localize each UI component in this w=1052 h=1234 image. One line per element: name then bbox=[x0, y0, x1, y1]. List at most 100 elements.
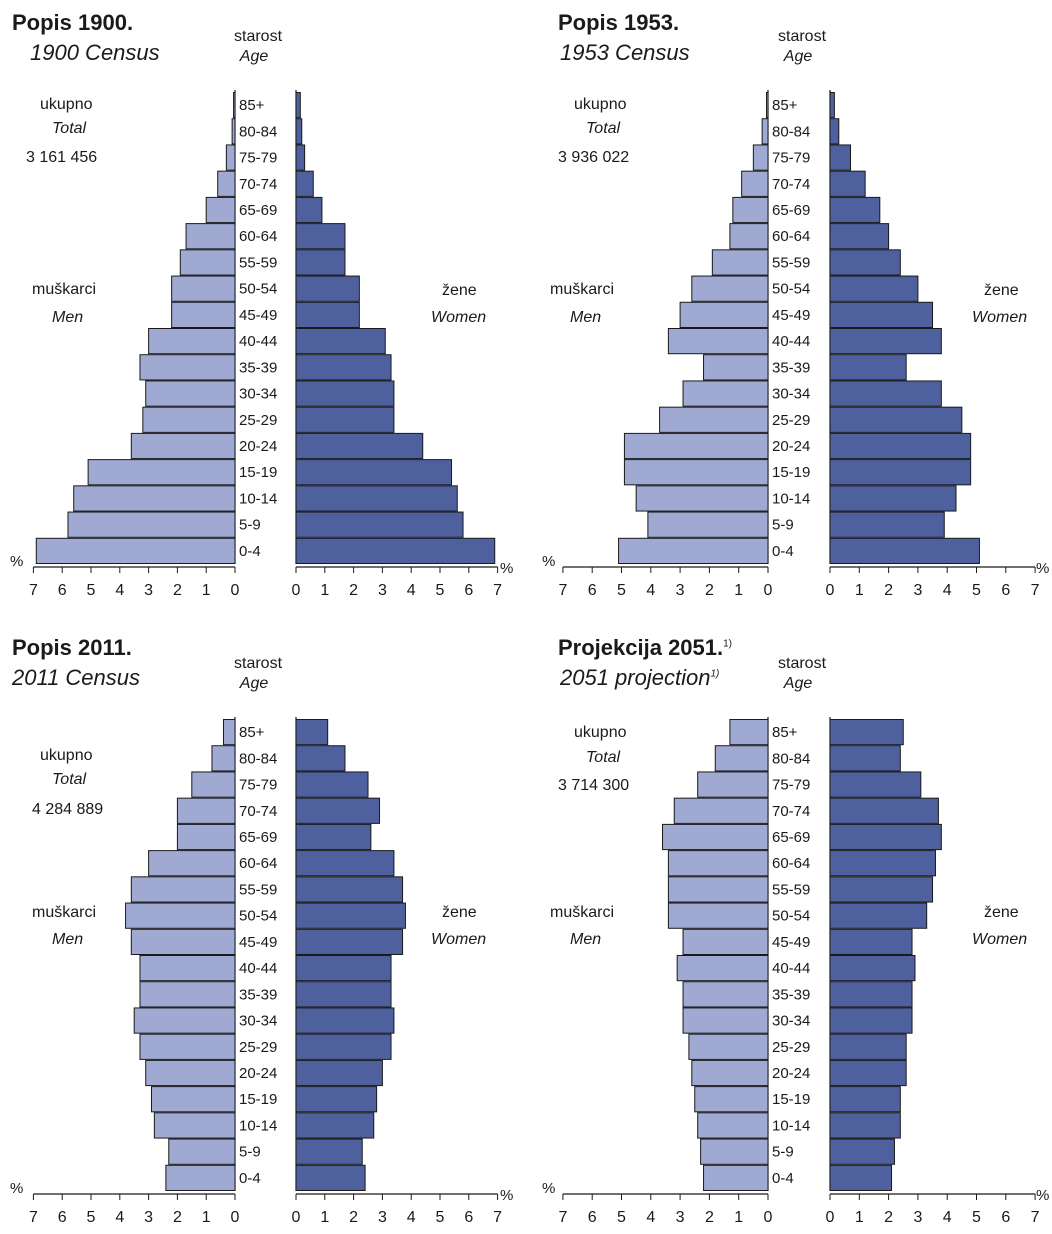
women-bar-75-79 bbox=[295, 144, 306, 171]
men-x-tick-label: 5 bbox=[87, 1209, 96, 1226]
men-x-tick-label: 3 bbox=[144, 582, 153, 599]
men-bar-10-14 bbox=[635, 485, 769, 512]
men-x-tick-label: 1 bbox=[734, 1209, 743, 1226]
age-group-label: 20-24 bbox=[239, 1065, 277, 1082]
men-bar-85+ bbox=[729, 719, 769, 746]
age-group-label: 15-19 bbox=[239, 1091, 277, 1108]
age-group-label: 30-34 bbox=[239, 386, 277, 403]
women-bar-40-44 bbox=[295, 328, 386, 355]
age-group-label: 5-9 bbox=[239, 517, 261, 534]
age-group-label: 40-44 bbox=[772, 333, 810, 350]
total-label-en: Total bbox=[52, 120, 87, 137]
age-group-label: 0-4 bbox=[239, 1170, 261, 1187]
age-group-label: 50-54 bbox=[772, 281, 810, 298]
women-bar-40-44 bbox=[829, 328, 942, 355]
women-bar-45-49 bbox=[295, 301, 360, 328]
age-group-label: 80-84 bbox=[772, 123, 810, 140]
age-group-label: 45-49 bbox=[239, 934, 277, 951]
women-bar-80-84 bbox=[829, 745, 901, 772]
men-bar-70-74 bbox=[217, 170, 236, 197]
women-x-tick-label: 2 bbox=[349, 582, 358, 599]
age-group-label: 75-79 bbox=[239, 777, 277, 794]
women-x-tick-label: 2 bbox=[884, 1209, 893, 1226]
age-group-label: 80-84 bbox=[772, 750, 810, 767]
percent-label-left: % bbox=[542, 553, 555, 570]
men-bar-5-9 bbox=[67, 511, 236, 538]
men-label-en: Men bbox=[570, 309, 602, 326]
women-bar-5-9 bbox=[295, 1138, 363, 1165]
age-group-label: 85+ bbox=[772, 97, 798, 114]
pyramid-panel-1900: Popis 1900. 1900 Census starost Age ukup… bbox=[0, 0, 526, 617]
women-bar-25-29 bbox=[829, 1033, 907, 1060]
women-bar-50-54 bbox=[829, 275, 919, 302]
women-x-tick-label: 1 bbox=[855, 582, 864, 599]
men-bar-45-49 bbox=[130, 928, 236, 955]
men-bar-50-54 bbox=[691, 275, 769, 302]
total-label: ukupno bbox=[574, 724, 627, 741]
men-x-tick-label: 5 bbox=[617, 582, 626, 599]
men-bar-50-54 bbox=[667, 902, 769, 929]
men-x-tick-label: 7 bbox=[29, 1209, 38, 1226]
age-header: starost bbox=[234, 655, 283, 672]
age-group-label: 55-59 bbox=[772, 254, 810, 271]
men-x-tick-label: 2 bbox=[705, 582, 714, 599]
women-bar-45-49 bbox=[295, 928, 404, 955]
age-group-label: 70-74 bbox=[772, 803, 810, 820]
men-x-tick-label: 5 bbox=[87, 582, 96, 599]
men-bar-25-29 bbox=[142, 406, 236, 433]
chart-subtitle: 2011 Census bbox=[12, 665, 141, 690]
age-group-label: 55-59 bbox=[239, 881, 277, 898]
women-x-tick-label: 1 bbox=[320, 1209, 329, 1226]
pyramid-chart-1953: 0-4 5-9 10-14 15-19 20-24 25-29 30-34 35-39 40-4… bbox=[542, 90, 1049, 599]
age-group-label: 75-79 bbox=[772, 777, 810, 794]
women-x-tick-label: 7 bbox=[1031, 1209, 1040, 1226]
men-bar-30-34 bbox=[145, 380, 236, 407]
women-x-tick-label: 0 bbox=[292, 582, 301, 599]
men-bar-85+ bbox=[222, 719, 236, 746]
women-bar-55-59 bbox=[295, 249, 346, 276]
men-bar-15-19 bbox=[150, 1086, 236, 1113]
men-label: muškarci bbox=[550, 281, 615, 298]
men-bar-40-44 bbox=[148, 328, 236, 355]
women-bar-70-74 bbox=[295, 170, 314, 197]
women-bar-25-29 bbox=[295, 1033, 392, 1060]
men-x-tick-label: 6 bbox=[58, 1209, 67, 1226]
women-bar-55-59 bbox=[829, 876, 934, 903]
men-bar-20-24 bbox=[145, 1059, 236, 1087]
age-group-label: 35-39 bbox=[772, 986, 810, 1003]
women-label-en: Women bbox=[972, 309, 1028, 326]
age-group-label: 10-14 bbox=[772, 1117, 810, 1134]
women-x-tick-label: 3 bbox=[913, 1209, 922, 1226]
women-x-tick-label: 1 bbox=[855, 1209, 864, 1226]
men-bar-15-19 bbox=[623, 459, 769, 486]
men-bar-35-39 bbox=[703, 354, 769, 381]
women-x-tick-label: 5 bbox=[436, 582, 445, 599]
men-bar-40-44 bbox=[139, 955, 236, 982]
men-bar-5-9 bbox=[647, 511, 769, 538]
age-group-label: 60-64 bbox=[772, 855, 810, 872]
men-x-tick-label: 0 bbox=[764, 1209, 773, 1226]
women-bar-25-29 bbox=[829, 406, 963, 433]
women-bar-60-64 bbox=[295, 223, 346, 250]
women-bar-70-74 bbox=[829, 170, 866, 197]
age-header-en: Age bbox=[239, 48, 269, 65]
men-x-tick-label: 3 bbox=[676, 582, 685, 599]
men-bar-35-39 bbox=[682, 981, 769, 1008]
percent-label-left: % bbox=[542, 1180, 555, 1197]
age-group-label: 35-39 bbox=[772, 359, 810, 376]
men-bar-45-49 bbox=[679, 301, 769, 328]
women-bar-25-29 bbox=[295, 406, 395, 433]
men-x-tick-label: 2 bbox=[705, 1209, 714, 1226]
total-label: ukupno bbox=[574, 96, 627, 113]
women-x-tick-label: 0 bbox=[826, 582, 835, 599]
men-bar-70-74 bbox=[176, 797, 236, 824]
age-group-label: 45-49 bbox=[239, 307, 277, 324]
percent-label-right: % bbox=[500, 1187, 513, 1204]
women-bar-5-9 bbox=[829, 511, 945, 538]
men-x-tick-label: 6 bbox=[58, 582, 67, 599]
women-bar-65-69 bbox=[295, 196, 323, 224]
women-bar-30-34 bbox=[829, 380, 942, 407]
men-label-en: Men bbox=[52, 309, 84, 326]
women-x-tick-label: 4 bbox=[943, 1209, 952, 1226]
age-group-label: 65-69 bbox=[239, 202, 277, 219]
